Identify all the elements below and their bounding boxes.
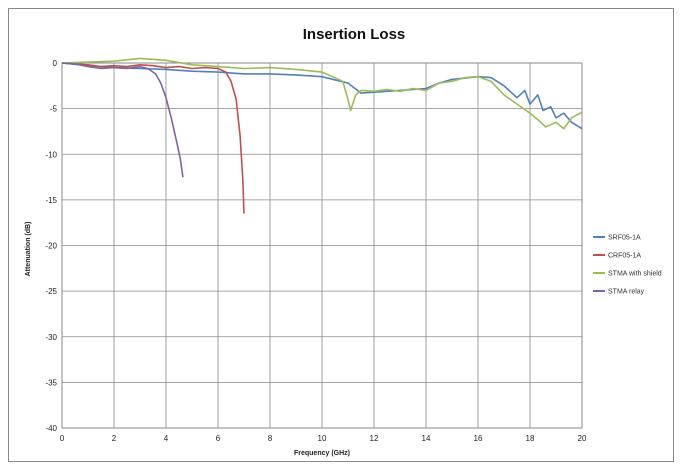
- insertion-loss-chart: Insertion Loss Frequency (GHz) Attenuati…: [25, 26, 662, 457]
- y-tick-label: 0: [53, 59, 58, 68]
- y-tick-label: -25: [45, 287, 57, 296]
- series-line-stma-with-shield: [61, 57, 583, 130]
- x-tick-label: 0: [60, 434, 65, 443]
- x-axis-title: Frequency (GHz): [294, 450, 350, 457]
- x-tick-label: 4: [164, 434, 169, 443]
- y-tick-label: -20: [45, 242, 57, 251]
- series-line-srf05-1a: [61, 62, 583, 130]
- y-tick-label: -30: [45, 333, 57, 342]
- x-tick-label: 8: [268, 434, 273, 443]
- legend-label-stma-relay: STMA relay: [608, 289, 645, 296]
- grid: [61, 62, 583, 429]
- series-lines: [61, 57, 583, 214]
- y-axis-title: Attenuation (dB): [25, 222, 32, 277]
- x-tick-label: 6: [216, 434, 221, 443]
- legend: SRF05-1A CRF05-1A STMA with shield STMA rel…: [593, 235, 662, 296]
- y-tick-label: -5: [50, 105, 58, 114]
- plot-area-border: [61, 62, 583, 429]
- x-tick-label: 10: [318, 434, 327, 443]
- legend-label-crf05-1a: CRF05-1A: [608, 253, 641, 260]
- x-tick-label: 16: [474, 434, 483, 443]
- axes: 0-5-10-15-20-25-30-35-400 2 4 6 8 10 12 14 16 18 2…: [45, 59, 587, 443]
- x-tick-label: 14: [422, 434, 431, 443]
- legend-label-srf05-1a: SRF05-1A: [608, 235, 641, 242]
- y-tick-label: -35: [45, 378, 57, 387]
- chart-frame: Insertion Loss Frequency (GHz) Attenuati…: [8, 8, 674, 462]
- x-tick-label: 12: [370, 434, 379, 443]
- legend-label-stma-with-shield: STMA with shield: [608, 271, 662, 278]
- x-tick-label: 18: [526, 434, 535, 443]
- y-tick-label: -40: [45, 424, 57, 433]
- chart-title: Insertion Loss: [303, 26, 406, 43]
- y-tick-label: -10: [45, 150, 57, 159]
- x-tick-label: 2: [112, 434, 117, 443]
- x-tick-label: 20: [578, 434, 587, 443]
- series-line-stma-relay: [61, 62, 184, 178]
- y-tick-label: -15: [45, 196, 57, 205]
- series-line-crf05-1a: [61, 62, 245, 214]
